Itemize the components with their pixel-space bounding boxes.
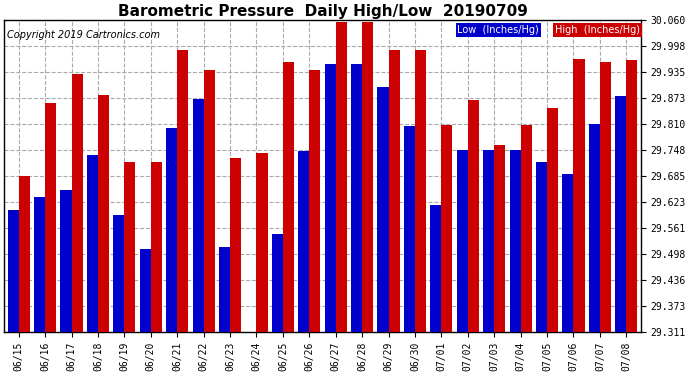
Bar <box>362 22 373 332</box>
Bar <box>615 96 627 332</box>
Bar <box>34 197 45 332</box>
Bar <box>589 124 600 332</box>
Bar <box>98 95 109 332</box>
Bar <box>600 62 611 332</box>
Bar <box>177 50 188 332</box>
Bar <box>351 64 362 332</box>
Bar <box>298 151 309 332</box>
Bar <box>87 155 98 332</box>
Bar <box>151 162 162 332</box>
Bar <box>431 206 442 332</box>
Bar <box>113 215 124 332</box>
Bar <box>19 176 30 332</box>
Bar <box>483 150 494 332</box>
Bar <box>442 125 453 332</box>
Bar <box>573 58 584 332</box>
Bar <box>404 126 415 332</box>
Bar <box>124 162 135 332</box>
Bar <box>415 50 426 332</box>
Bar <box>166 128 177 332</box>
Bar <box>8 210 19 332</box>
Bar <box>219 247 230 332</box>
Bar <box>521 125 532 332</box>
Text: High  (Inches/Hg): High (Inches/Hg) <box>555 25 640 35</box>
Bar <box>230 158 241 332</box>
Bar <box>309 70 320 332</box>
Text: Low  (Inches/Hg): Low (Inches/Hg) <box>457 25 540 35</box>
Bar <box>72 74 83 332</box>
Bar <box>562 174 573 332</box>
Bar <box>204 70 215 332</box>
Bar <box>627 60 638 332</box>
Bar <box>139 249 151 332</box>
Bar <box>536 162 547 332</box>
Bar <box>324 64 336 332</box>
Bar <box>388 50 400 332</box>
Bar <box>509 150 521 332</box>
Title: Barometric Pressure  Daily High/Low  20190709: Barometric Pressure Daily High/Low 20190… <box>117 4 527 19</box>
Bar <box>45 103 56 332</box>
Bar <box>468 100 479 332</box>
Text: Copyright 2019 Cartronics.com: Copyright 2019 Cartronics.com <box>8 30 160 40</box>
Bar <box>457 150 468 332</box>
Bar <box>272 234 283 332</box>
Bar <box>336 22 347 332</box>
Bar <box>547 108 558 332</box>
Bar <box>193 99 204 332</box>
Bar <box>283 62 294 332</box>
Bar <box>494 145 505 332</box>
Bar <box>377 87 388 332</box>
Bar <box>61 190 72 332</box>
Bar <box>257 153 268 332</box>
